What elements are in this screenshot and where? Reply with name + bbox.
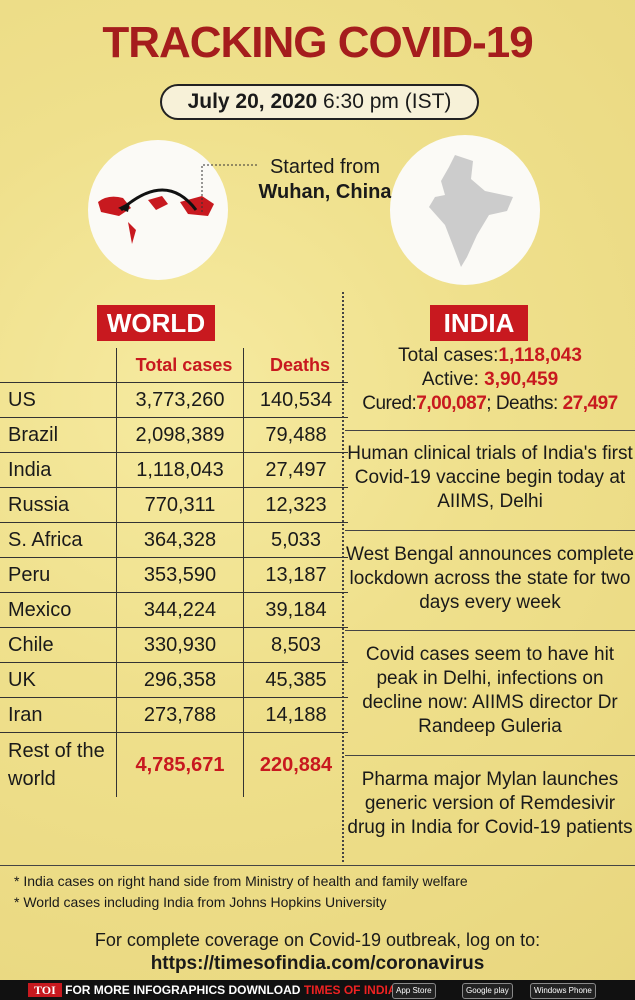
total-cases: 344,224: [116, 592, 244, 628]
total-cases: 296,358: [116, 662, 244, 698]
stat-label: Cured:: [362, 393, 417, 414]
separator: [345, 530, 635, 531]
news: West Bengal announces complete lockdown …: [346, 544, 634, 613]
table-row: S. Africa 364,328 5,033: [0, 522, 348, 558]
deaths: 27,497: [243, 452, 348, 488]
table-row: Brazil 2,098,389 79,488: [0, 417, 348, 453]
india-stats: Total cases:1,118,043 Active: 3,90,459 C…: [345, 344, 635, 416]
column-header: Deaths: [243, 348, 348, 383]
news: Pharma major Mylan launches generic vers…: [347, 769, 633, 838]
table-row: Peru 353,590 13,187: [0, 557, 348, 593]
deaths: 45,385: [243, 662, 348, 698]
table-row: US 3,773,260 140,534: [0, 382, 348, 418]
country: Chile: [0, 627, 117, 663]
india-label: INDIA: [430, 305, 528, 341]
date-pill: July 20, 2020 6:30 pm (IST): [160, 84, 479, 120]
total-cases: 3,773,260: [116, 382, 244, 418]
news: Covid cases seem to have hit peak in Del…: [362, 644, 618, 737]
news: Human clinical trials of India's first C…: [347, 443, 633, 512]
total-cases: 4,785,671: [116, 732, 244, 797]
world-label: WORLD: [97, 305, 215, 341]
india-map: [429, 155, 513, 267]
badge[interactable]: Windows Phone: [530, 983, 596, 999]
country: Russia: [0, 487, 117, 523]
badge[interactable]: App Store: [392, 983, 436, 999]
header-row: Total cases Deaths: [0, 348, 348, 383]
origin-label: Started from: [269, 156, 381, 178]
deaths: 220,884: [243, 732, 348, 797]
note: * World cases including India from Johns…: [14, 894, 387, 910]
title: TRACKING COVID-19: [102, 18, 533, 67]
deaths: 14,188: [243, 697, 348, 733]
origin-place: Wuhan, China: [258, 181, 392, 203]
origin: Started from Wuhan, China: [255, 155, 395, 205]
coverage-text: For complete coverage on Covid-19 outbre…: [94, 930, 541, 950]
country: S. Africa: [0, 522, 117, 558]
stat-value: 7,00,087: [416, 393, 487, 414]
total-cases: 770,311: [116, 487, 244, 523]
table-row: Iran 273,788 14,188: [0, 697, 348, 733]
total-cases: 2,098,389: [116, 417, 244, 453]
deaths: 12,323: [243, 487, 348, 523]
world-table: Total cases Deaths US 3,773,260 140,534 Bra…: [0, 348, 348, 797]
stat-label: ; Deaths:: [486, 393, 558, 414]
table-row: Rest of the world 4,785,671 220,884: [0, 732, 348, 797]
url[interactable]: https://timesofindia.com/coronavirus: [150, 953, 485, 974]
badge[interactable]: Google play: [462, 983, 513, 999]
note: * India cases on right hand side from Mi…: [14, 873, 468, 889]
country: Rest of the world: [0, 732, 117, 797]
stat-value: 3,90,459: [484, 369, 559, 390]
deaths: 13,187: [243, 557, 348, 593]
total-cases: 353,590: [116, 557, 244, 593]
stat-value: 1,118,043: [498, 345, 582, 366]
banner: FOR MORE INFOGRAPHICS DOWNLOAD: [65, 983, 301, 997]
table-row: Mexico 344,224 39,184: [0, 592, 348, 628]
deaths: 8,503: [243, 627, 348, 663]
table-row: Russia 770,311 12,323: [0, 487, 348, 523]
india-map-circle: [390, 135, 540, 285]
world-map: [98, 188, 214, 244]
deaths: 5,033: [243, 522, 348, 558]
total-cases: 330,930: [116, 627, 244, 663]
date: July 20, 2020: [187, 90, 318, 113]
total-cases: 273,788: [116, 697, 244, 733]
stat-value: 27,497: [562, 393, 619, 414]
separator: [345, 755, 635, 756]
time: 6:30 pm (IST): [323, 90, 452, 113]
world-map-circle: [88, 140, 228, 280]
country: Brazil: [0, 417, 117, 453]
table-row: India 1,118,043 27,497: [0, 452, 348, 488]
separator: [345, 630, 635, 631]
rule: [0, 865, 635, 866]
deaths: 140,534: [243, 382, 348, 418]
country: US: [0, 382, 117, 418]
total-cases: 1,118,043: [116, 452, 244, 488]
total-cases: 364,328: [116, 522, 244, 558]
country: Peru: [0, 557, 117, 593]
country: Iran: [0, 697, 117, 733]
country: Mexico: [0, 592, 117, 628]
stat-label: Total cases:: [398, 345, 499, 366]
deaths: 79,488: [243, 417, 348, 453]
column-header: Total cases: [116, 348, 244, 383]
country: UK: [0, 662, 117, 698]
pointer-line: [201, 164, 258, 212]
table-row: Chile 330,930 8,503: [0, 627, 348, 663]
deaths: 39,184: [243, 592, 348, 628]
country: India: [0, 452, 117, 488]
stat-label: Active:: [421, 369, 479, 390]
table-row: UK 296,358 45,385: [0, 662, 348, 698]
separator: [345, 430, 635, 431]
brand: TOI: [28, 983, 62, 997]
